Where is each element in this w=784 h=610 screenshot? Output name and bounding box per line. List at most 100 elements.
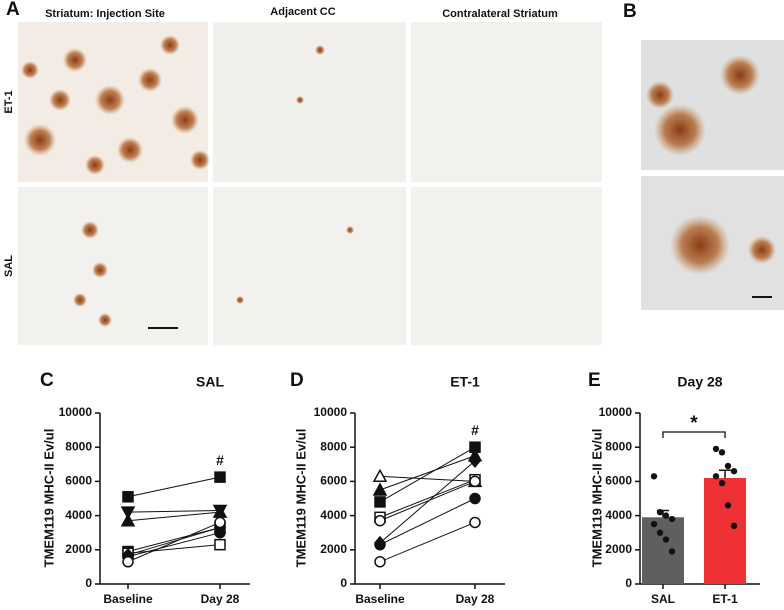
y-tick-label: 0 bbox=[625, 576, 632, 590]
y-tick-label: 4000 bbox=[605, 508, 632, 522]
marker bbox=[122, 556, 134, 568]
subject-line bbox=[127, 532, 221, 558]
row-label: ET-1 bbox=[3, 90, 15, 113]
data-point bbox=[712, 445, 720, 453]
error-bar bbox=[719, 469, 731, 478]
subject-line bbox=[127, 511, 221, 522]
subject-line bbox=[127, 544, 221, 554]
y-tick-label: 10000 bbox=[314, 405, 348, 419]
data-point bbox=[730, 522, 738, 530]
micrograph bbox=[213, 187, 406, 345]
marker bbox=[214, 526, 226, 539]
subject-line bbox=[127, 527, 221, 556]
annotation: * bbox=[690, 413, 698, 434]
panel-letter: B bbox=[623, 1, 637, 22]
y-tick-label: 4000 bbox=[65, 508, 92, 522]
subject-line bbox=[127, 521, 221, 563]
marker bbox=[372, 482, 388, 496]
subject-line bbox=[379, 479, 476, 518]
micrograph bbox=[411, 22, 602, 182]
stained-cells bbox=[646, 55, 776, 275]
y-tick-label: 2000 bbox=[65, 542, 92, 556]
data-point bbox=[650, 520, 658, 528]
subject-line bbox=[379, 455, 476, 491]
marker bbox=[374, 538, 386, 551]
data-point bbox=[718, 449, 726, 456]
x-tick-label: SAL bbox=[651, 592, 675, 606]
y-tick-label: 6000 bbox=[65, 474, 92, 488]
marker bbox=[469, 475, 481, 488]
data-point bbox=[718, 479, 726, 487]
marker bbox=[120, 506, 136, 520]
marker bbox=[372, 468, 388, 483]
marker bbox=[120, 513, 136, 527]
marker bbox=[374, 556, 386, 568]
y-tick-label: 8000 bbox=[65, 439, 92, 453]
marker bbox=[469, 441, 481, 453]
data-point bbox=[730, 467, 738, 475]
annotation: # bbox=[471, 422, 479, 438]
row-label: SAL bbox=[3, 255, 15, 277]
y-tick-label: 4000 bbox=[320, 508, 347, 522]
x-tick-label: Baseline bbox=[103, 592, 153, 606]
marker bbox=[469, 453, 481, 469]
subject-line bbox=[379, 480, 476, 522]
data-point bbox=[656, 529, 664, 536]
panel-letter: C bbox=[40, 370, 54, 391]
column-title: Adjacent CC bbox=[270, 6, 335, 18]
column-title: Contralateral Striatum bbox=[442, 8, 558, 20]
y-tick-label: 10000 bbox=[59, 405, 93, 419]
y-tick-label: 6000 bbox=[605, 474, 632, 488]
x-tick-label: Baseline bbox=[355, 592, 405, 606]
panel-letter: E bbox=[588, 370, 601, 391]
y-axis-label: TMEM119 MHC-II Ev/ul bbox=[293, 429, 308, 568]
x-tick-label: ET-1 bbox=[712, 592, 738, 606]
data-point bbox=[668, 548, 676, 555]
subject-line bbox=[379, 446, 476, 503]
column-title: Striatum: Injection Site bbox=[45, 8, 165, 20]
micrograph-zoom bbox=[641, 40, 784, 310]
subject-line bbox=[379, 460, 476, 544]
stained-cells bbox=[21, 35, 354, 327]
y-tick-label: 6000 bbox=[320, 474, 347, 488]
subject-line bbox=[127, 527, 221, 552]
micrograph bbox=[213, 22, 406, 182]
x-tick-label: Day 28 bbox=[456, 592, 495, 606]
marker bbox=[214, 538, 226, 551]
y-tick-label: 0 bbox=[85, 576, 92, 590]
data-point bbox=[656, 508, 664, 516]
y-axis-label: TMEM119 MHC-II Ev/ul bbox=[41, 429, 56, 568]
micrograph bbox=[411, 187, 602, 345]
subject-line bbox=[127, 476, 221, 498]
micrograph-grid bbox=[18, 22, 602, 345]
data-point bbox=[712, 473, 720, 480]
marker bbox=[469, 492, 481, 505]
bar bbox=[642, 517, 684, 584]
marker bbox=[469, 516, 481, 529]
y-tick-label: 0 bbox=[340, 576, 347, 590]
x-tick-label: Day 28 bbox=[201, 592, 240, 606]
subject-line bbox=[127, 509, 221, 513]
data-point bbox=[662, 536, 670, 543]
y-tick-label: 2000 bbox=[605, 542, 632, 556]
data-point bbox=[650, 473, 658, 480]
annotation: # bbox=[216, 452, 224, 468]
marker bbox=[374, 514, 386, 527]
marker bbox=[374, 496, 386, 508]
bar bbox=[704, 477, 746, 584]
y-tick-label: 10000 bbox=[599, 405, 633, 419]
y-tick-label: 8000 bbox=[605, 439, 632, 453]
panel-letter: A bbox=[6, 0, 20, 20]
chart-title: ET-1 bbox=[450, 374, 480, 390]
subject-line bbox=[379, 521, 476, 563]
y-tick-label: 2000 bbox=[320, 542, 347, 556]
subject-line bbox=[379, 498, 476, 546]
subject-line bbox=[379, 475, 476, 482]
y-tick-label: 8000 bbox=[320, 439, 347, 453]
data-point bbox=[724, 462, 732, 470]
chart-title: Day 28 bbox=[677, 374, 722, 390]
marker bbox=[214, 471, 226, 483]
significance-bracket bbox=[662, 431, 726, 438]
chart-title: SAL bbox=[196, 374, 224, 390]
